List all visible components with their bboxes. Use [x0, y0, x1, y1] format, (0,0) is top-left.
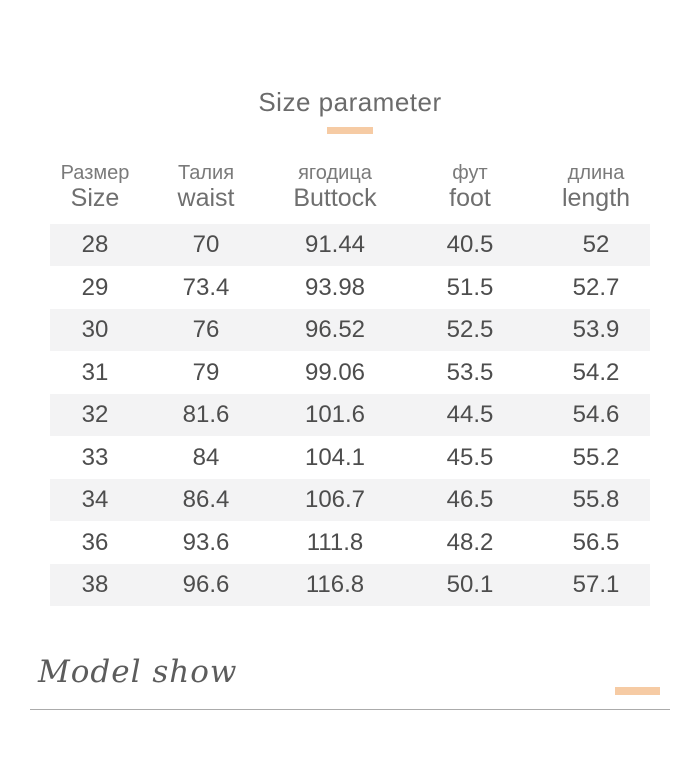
header-row: Размер Size Талия waist ягодица Buttock …: [50, 155, 650, 224]
size-cell: 93.98: [304, 273, 366, 301]
table-row: 34 86.4 106.7 46.5 55.8: [50, 478, 650, 522]
size-cell: 28: [81, 231, 109, 259]
size-cell: 96.52: [304, 316, 366, 344]
size-cell: 31: [81, 358, 109, 386]
size-cell: 76: [192, 316, 220, 344]
column-header-size-en: Size: [70, 183, 120, 212]
size-cell: 56.5: [572, 528, 620, 556]
column-header-foot: фут foot: [398, 155, 542, 224]
size-cell: 40.5: [446, 231, 494, 259]
size-cell: 53.9: [572, 316, 620, 344]
size-cell: 96.6: [182, 571, 230, 599]
size-cell: 52.7: [572, 273, 620, 301]
size-cell: 33: [81, 443, 109, 471]
table-row: 30 76 96.52 52.5 53.9: [50, 308, 650, 352]
column-header-foot-en: foot: [449, 183, 491, 212]
size-cell: 104.1: [304, 443, 366, 471]
size-cell: 48.2: [446, 528, 494, 556]
column-header-length-ru: длина: [567, 161, 625, 184]
column-header-length-en: length: [561, 183, 631, 212]
size-cell: 52.5: [446, 316, 494, 344]
column-header-buttock-en: Buttock: [293, 183, 377, 212]
table-row: 28 70 91.44 40.5 52: [50, 223, 650, 267]
size-cell: 57.1: [572, 571, 620, 599]
size-cell: 116.8: [305, 571, 365, 599]
table-row: 38 96.6 116.8 50.1 57.1: [50, 563, 650, 607]
size-cell: 44.5: [446, 401, 494, 429]
size-cell: 55.2: [572, 443, 620, 471]
size-cell: 53.5: [446, 358, 494, 386]
size-cell: 52: [582, 231, 610, 259]
model-show-section-title: Model show: [38, 654, 238, 690]
table-row: 32 81.6 101.6 44.5 54.6: [50, 393, 650, 437]
size-cell: 54.2: [572, 358, 620, 386]
size-cell: 93.6: [182, 528, 230, 556]
size-cell: 106.7: [304, 486, 366, 514]
size-cell: 91.44: [304, 231, 366, 259]
column-header-foot-ru: фут: [452, 161, 488, 184]
size-cell: 81.6: [182, 401, 230, 429]
size-cell: 54.6: [572, 401, 620, 429]
size-cell: 99.06: [304, 358, 366, 386]
size-cell: 34: [81, 486, 109, 514]
column-header-size-ru: Размер: [60, 161, 130, 184]
size-cell: 101.6: [304, 401, 366, 429]
column-header-buttock: ягодица Buttock: [272, 155, 398, 224]
size-cell: 79: [192, 358, 220, 386]
size-cell: 73.4: [182, 273, 230, 301]
table-row: 31 79 99.06 53.5 54.2: [50, 351, 650, 394]
size-cell: 46.5: [446, 486, 494, 514]
size-cell: 84: [192, 443, 220, 471]
size-cell: 32: [81, 401, 109, 429]
footer-accent-bar: [615, 687, 660, 695]
size-table-body: 28 70 91.44 40.5 52 29 73.4 93.98 51.5 52.7 30 76 96…: [50, 223, 650, 607]
size-cell: 45.5: [446, 443, 494, 471]
size-table-header: Размер Size Талия waist ягодица Buttock …: [50, 155, 650, 224]
table-row: 33 84 104.1 45.5 55.2: [50, 436, 650, 479]
column-header-waist-ru: Талия: [177, 161, 235, 184]
column-header-buttock-ru: ягодица: [298, 161, 372, 184]
title-accent-bar: [327, 126, 373, 134]
column-header-length: длина length: [542, 155, 650, 224]
size-cell: 29: [81, 273, 109, 301]
size-cell: 36: [81, 528, 109, 556]
size-cell: 70: [192, 231, 220, 259]
section-divider-line: [30, 709, 670, 710]
column-header-size: Размер Size: [50, 155, 140, 224]
page-title: Size parameter: [258, 87, 442, 117]
size-cell: 50.1: [446, 571, 494, 599]
size-cell: 111.8: [306, 528, 364, 556]
table-row: 29 73.4 93.98 51.5 52.7: [50, 266, 650, 309]
size-cell: 38: [81, 571, 109, 599]
size-cell: 55.8: [572, 486, 620, 514]
size-table: Размер Size Талия waist ягодица Buttock …: [50, 155, 650, 607]
table-row: 36 93.6 111.8 48.2 56.5: [50, 521, 650, 564]
column-header-waist: Талия waist: [140, 155, 272, 224]
size-cell: 30: [81, 316, 109, 344]
column-header-waist-en: waist: [177, 183, 235, 212]
size-cell: 51.5: [446, 273, 494, 301]
size-cell: 86.4: [182, 486, 230, 514]
